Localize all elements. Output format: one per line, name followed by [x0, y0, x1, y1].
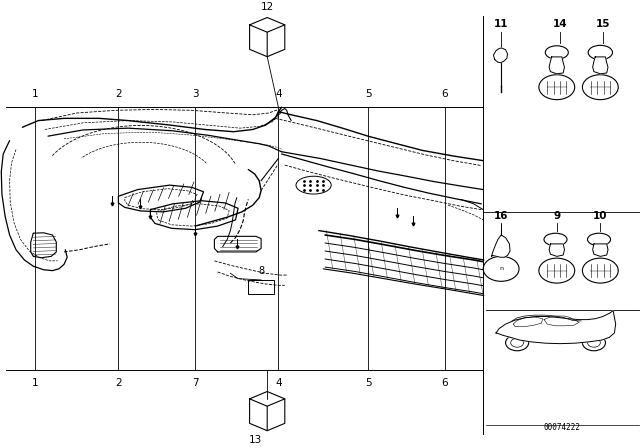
- Ellipse shape: [588, 233, 611, 246]
- Text: 5: 5: [365, 378, 371, 388]
- Text: 6: 6: [442, 378, 448, 388]
- Text: 9: 9: [553, 211, 561, 221]
- Ellipse shape: [545, 46, 568, 59]
- Text: 4: 4: [275, 378, 282, 388]
- Text: 6: 6: [442, 89, 448, 99]
- Ellipse shape: [588, 45, 612, 60]
- Text: 12: 12: [260, 2, 274, 12]
- Polygon shape: [549, 244, 564, 256]
- Text: 2: 2: [115, 378, 122, 388]
- Text: 11: 11: [494, 19, 508, 29]
- Text: 16: 16: [494, 211, 508, 221]
- Text: 5: 5: [365, 89, 371, 99]
- Text: 10: 10: [593, 211, 607, 221]
- Polygon shape: [492, 235, 510, 257]
- Text: 4: 4: [275, 89, 282, 99]
- Ellipse shape: [544, 233, 567, 246]
- Text: 2: 2: [115, 89, 122, 99]
- Polygon shape: [593, 57, 608, 74]
- Bar: [248, 280, 274, 294]
- Polygon shape: [493, 48, 508, 63]
- Polygon shape: [549, 57, 564, 74]
- Text: 8: 8: [258, 267, 264, 276]
- Text: 14: 14: [553, 19, 567, 29]
- Text: 1: 1: [32, 89, 38, 99]
- Polygon shape: [593, 244, 608, 256]
- Text: n: n: [499, 267, 503, 271]
- Text: 13: 13: [249, 435, 262, 445]
- Text: 7: 7: [192, 378, 198, 388]
- Text: 1: 1: [32, 378, 38, 388]
- Polygon shape: [496, 311, 616, 344]
- Text: 3: 3: [192, 89, 198, 99]
- Text: 15: 15: [596, 19, 610, 29]
- Text: 00074222: 00074222: [543, 423, 580, 432]
